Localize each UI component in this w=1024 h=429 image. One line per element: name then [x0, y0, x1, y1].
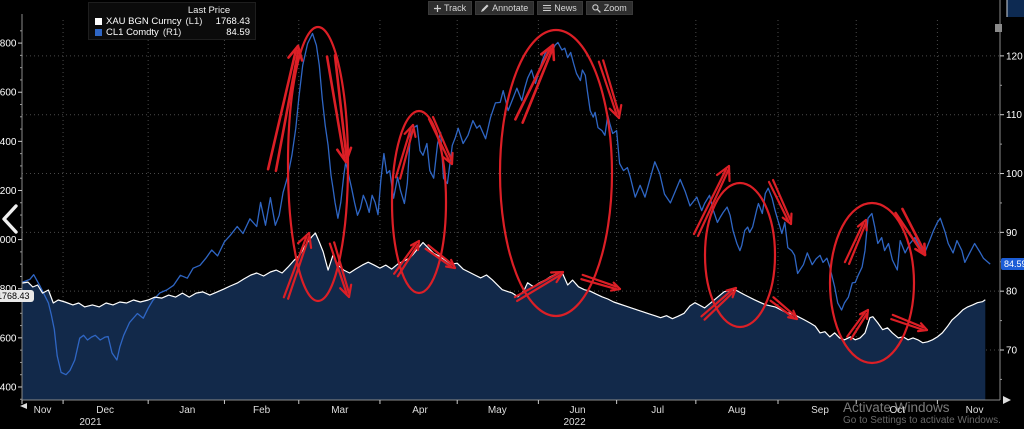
legend-title: Last Price	[187, 5, 231, 16]
annotation-arrow[interactable]	[890, 313, 929, 333]
annotation-arrow[interactable]	[846, 308, 870, 341]
month-label: Aug	[728, 405, 746, 416]
track-label: Track	[444, 3, 467, 13]
pencil-icon	[481, 4, 489, 12]
annotation-arrow[interactable]	[894, 207, 927, 257]
track-button[interactable]: Track	[428, 1, 473, 15]
annotation-arrow[interactable]	[514, 43, 556, 124]
cl1-swatch-icon	[95, 29, 102, 36]
month-label: Jul	[651, 405, 664, 416]
top-right-corner-fragment	[1007, 0, 1024, 17]
right-axis-tick-label: 80	[1006, 287, 1018, 298]
month-label: Apr	[412, 405, 428, 416]
legend-axis-code: (L1)	[185, 16, 203, 27]
annotation-arrow[interactable]	[513, 270, 565, 303]
chevron-left-icon[interactable]	[2, 204, 18, 234]
plus-icon	[434, 4, 441, 12]
annotate-button[interactable]: Annotate	[475, 1, 535, 15]
annotation-ellipse[interactable]	[390, 109, 448, 295]
annotation-arrow[interactable]	[282, 231, 313, 300]
annotation-arrow[interactable]	[700, 286, 738, 321]
news-button[interactable]: News	[537, 1, 583, 15]
month-label: Oct	[890, 405, 906, 416]
left-axis-tick-label: 2400	[0, 137, 17, 148]
annotation-arrow[interactable]	[325, 54, 353, 164]
legend-series-name: XAU BGN Curncy	[106, 16, 182, 27]
gold-area-fill	[22, 233, 986, 400]
zoom-button[interactable]: Zoom	[585, 1, 633, 15]
scrollbar-thumb[interactable]	[995, 24, 1002, 32]
annotation-arrow[interactable]	[580, 273, 622, 292]
chart-toolbar: Track Annotate News Zoom	[428, 1, 633, 15]
annotate-label: Annotate	[492, 3, 529, 13]
annotation-arrow[interactable]	[424, 244, 457, 270]
legend-series-name: CL1 Comdty	[106, 27, 159, 38]
month-label: Jun	[569, 405, 585, 416]
month-label: Mar	[331, 405, 349, 416]
axis-start-marker-icon	[20, 403, 27, 409]
news-label: News	[554, 3, 577, 13]
year-label: 2021	[79, 417, 102, 428]
legend-axis-code: (R1)	[162, 27, 182, 38]
annotation-ellipse[interactable]	[498, 28, 614, 318]
annotation-arrow[interactable]	[692, 164, 731, 238]
annotation-ellipse[interactable]	[286, 25, 350, 303]
left-axis-tick-label: 2600	[0, 88, 17, 99]
annotation-arrow[interactable]	[393, 239, 421, 278]
oil-price-line[interactable]	[21, 32, 991, 376]
annotation-arrow[interactable]	[843, 218, 868, 266]
right-axis-price-badge: 84.59	[1001, 258, 1024, 270]
month-label: Nov	[966, 405, 984, 416]
right-axis-tick-label: 100	[1006, 169, 1023, 180]
left-axis-tick-label: 1600	[0, 333, 17, 344]
right-axis-tick-label: 110	[1006, 110, 1022, 121]
annotation-arrow[interactable]	[266, 44, 304, 173]
month-label: Feb	[253, 405, 271, 416]
month-label: May	[488, 405, 507, 416]
right-axis-tick-label: 90	[1006, 228, 1018, 239]
left-axis-tick-label: 1800	[0, 284, 17, 295]
annotation-ellipse[interactable]	[828, 201, 916, 365]
chart-legend: Last Price XAU BGN Curncy (L1) 1768.43 C…	[88, 2, 256, 40]
annotation-arrow[interactable]	[767, 178, 793, 226]
legend-series-value: 1768.43	[215, 16, 250, 27]
annotation-arrow[interactable]	[328, 241, 353, 299]
left-axis-price-badge: 1768.43	[0, 290, 34, 302]
right-axis-tick-label: 70	[1006, 346, 1018, 357]
month-label: Dec	[96, 405, 114, 416]
month-label: Sep	[811, 405, 829, 416]
right-axis-tick-label: 120	[1006, 51, 1023, 62]
legend-series-value: 84.59	[226, 27, 250, 38]
annotation-arrow[interactable]	[597, 59, 623, 120]
zoom-label: Zoom	[603, 3, 627, 13]
left-axis-tick-label: 1400	[0, 382, 17, 393]
magnifier-icon	[591, 3, 601, 13]
left-axis-tick-label: 2200	[0, 186, 17, 197]
left-axis-tick-label: 2800	[0, 39, 17, 50]
gold-price-line[interactable]	[21, 232, 986, 344]
legend-row-cl1[interactable]: CL1 Comdty (R1) 84.59	[95, 27, 250, 38]
annotation-arrow[interactable]	[394, 123, 417, 180]
legend-row-xau[interactable]: XAU BGN Curncy (L1) 1768.43	[95, 16, 250, 27]
month-label: Jan	[179, 405, 195, 416]
year-label: 2022	[563, 417, 586, 428]
month-label: Nov	[34, 405, 52, 416]
xau-swatch-icon	[95, 18, 102, 25]
left-axis-tick-label: 2000	[0, 235, 17, 246]
axis-end-marker-icon	[1003, 396, 1011, 404]
annotation-ellipse[interactable]	[703, 181, 777, 329]
annotation-arrow[interactable]	[769, 296, 799, 321]
news-list-icon	[543, 4, 552, 12]
annotation-arrow[interactable]	[427, 115, 454, 166]
